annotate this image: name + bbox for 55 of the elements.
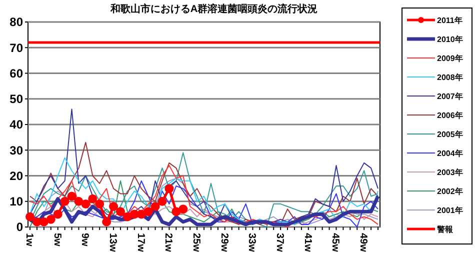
point <box>150 202 160 211</box>
legend-label: 2011年 <box>437 16 462 25</box>
point <box>81 199 90 208</box>
point <box>88 194 98 204</box>
x-tick-label: 33w <box>246 233 258 252</box>
legend-label: 2001年 <box>437 206 463 215</box>
x-tick-label: 1w <box>24 233 34 247</box>
legend-label: 2008年 <box>437 72 463 82</box>
point <box>74 196 84 206</box>
x-tick-label: 17w <box>134 233 146 252</box>
x-tick-label: 9w <box>79 233 90 247</box>
y-tick-label: 40 <box>10 118 24 132</box>
legend-label: 2002年 <box>437 186 463 196</box>
x-tick-label: 41w <box>302 233 313 252</box>
point <box>67 192 76 201</box>
point <box>95 199 104 208</box>
y-tick-label: 10 <box>10 194 24 209</box>
legend-label: 2005年 <box>437 130 463 139</box>
point <box>26 212 34 222</box>
legend-label: 2009年 <box>437 54 463 63</box>
y-tick-label: 20 <box>10 168 24 183</box>
legend-label: 2010年 <box>437 34 463 44</box>
y-tick-label: 0 <box>16 220 24 234</box>
x-tick-label: 29w <box>218 233 230 252</box>
point <box>172 207 181 216</box>
x-tick-label: 49w <box>358 233 369 252</box>
point <box>109 202 118 211</box>
x-tick-label: 21w <box>162 233 174 252</box>
x-tick-label: 13w <box>107 233 118 252</box>
y-tick-label: 80 <box>10 15 24 30</box>
legend-label: 2006年 <box>437 110 463 120</box>
point <box>102 217 112 226</box>
legend-label: 警報 <box>436 224 454 234</box>
y-tick-label: 70 <box>10 40 24 55</box>
legend-label: 2007年 <box>437 92 463 101</box>
y-tick-label: 60 <box>10 66 24 80</box>
x-tick-label: 37w <box>274 233 286 252</box>
point <box>178 204 188 214</box>
point <box>46 214 56 224</box>
point <box>144 207 153 216</box>
point <box>158 196 167 206</box>
point <box>60 196 70 206</box>
point <box>53 210 62 219</box>
point <box>116 207 125 216</box>
point <box>136 210 146 219</box>
line-series <box>30 142 378 225</box>
legend-label: 2003年 <box>437 168 463 177</box>
x-tick-label: 45w <box>330 233 341 252</box>
y-tick-label: 50 <box>10 92 24 106</box>
y-tick-label: 30 <box>10 143 24 158</box>
x-tick-label: 5w <box>51 233 62 247</box>
chart-title: 和歌山市におけるA群溶連菌咽頭炎の流行状況 <box>109 3 318 15</box>
x-tick-label: 25w <box>190 233 202 252</box>
point <box>164 184 174 194</box>
legend-label: 2004年 <box>437 148 463 158</box>
